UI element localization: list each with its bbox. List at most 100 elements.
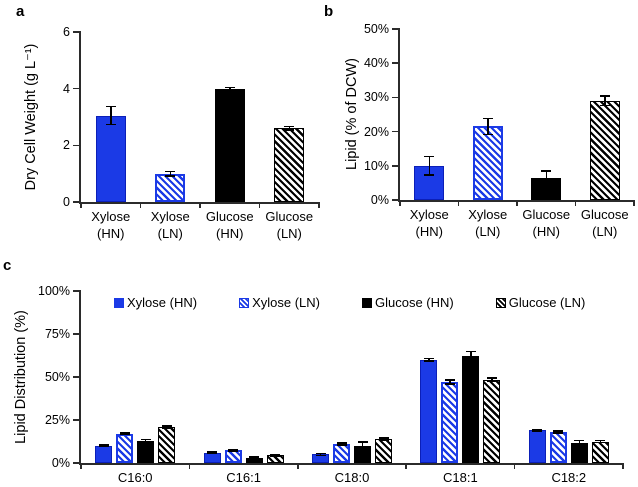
y-tick-label: 6 xyxy=(63,25,70,39)
legend: Xylose (HN) Xylose (LN) Glucose (HN) Glu… xyxy=(114,295,585,310)
bar-xylose-ln- xyxy=(441,382,459,463)
error-bar-cap xyxy=(357,441,368,443)
y-tick xyxy=(73,419,81,421)
bar-glucose-ln- xyxy=(591,441,609,463)
plot-b: 0% 10% 20% 30% 40% 50% Xylose (HN) Xylose (LN) G… xyxy=(364,22,635,239)
error-bar-line xyxy=(536,429,539,432)
panel-label-a: a xyxy=(16,3,25,20)
error-bar-line xyxy=(470,351,472,360)
error-bar-line xyxy=(110,106,112,125)
error-bar-cap xyxy=(553,430,564,432)
error-bar-cap xyxy=(541,170,552,172)
legend-label: Glucose (HN) xyxy=(375,295,454,310)
y-tick xyxy=(392,130,400,133)
x-category-label: Glucose (HN) xyxy=(205,209,254,241)
error-bar-line xyxy=(144,439,147,442)
error-bar-line xyxy=(361,442,364,450)
error-bar-cap xyxy=(574,439,585,442)
error-bar-cap xyxy=(284,129,295,131)
error-bar-line xyxy=(165,425,168,428)
x-category-label: Xylose (LN) xyxy=(150,209,190,241)
error-bar-cap xyxy=(482,133,493,136)
error-bar-cap xyxy=(532,428,543,431)
error-bar-cap xyxy=(553,432,564,434)
x-category-label: Glucose (LN) xyxy=(265,209,314,241)
y-tick xyxy=(392,165,400,167)
error-bar-cap xyxy=(465,358,476,361)
legend-swatch-blue-hatch-icon xyxy=(239,297,250,308)
x-category-label: Glucose (LN) xyxy=(580,207,629,239)
y-tick xyxy=(392,199,400,201)
error-bar-cap xyxy=(423,357,434,360)
y-tick xyxy=(73,333,81,335)
x-tick xyxy=(139,202,142,208)
x-tick xyxy=(633,200,635,206)
error-bar-cap xyxy=(336,442,347,444)
x-tick xyxy=(513,463,516,469)
error-bar-cap xyxy=(119,432,130,434)
x-tick xyxy=(622,463,624,469)
x-tick xyxy=(318,202,320,208)
y-tick-label: 0% xyxy=(370,193,389,207)
bar-glucose-ln- xyxy=(589,100,620,200)
error-bar-cap xyxy=(165,170,176,173)
y-axis-title-b: Lipid (% of DCW) xyxy=(344,58,360,170)
error-bar-cap xyxy=(228,448,239,451)
error-bar-cap xyxy=(599,95,610,97)
error-bar-line xyxy=(604,96,606,106)
bar-xylose-hn- xyxy=(414,165,445,200)
x-category-label: C18:2 xyxy=(551,470,587,485)
y-tick xyxy=(392,28,400,30)
y-tick xyxy=(73,87,81,90)
error-bar-cap xyxy=(270,455,281,457)
bar-xylose-ln- xyxy=(472,126,503,200)
error-bar-cap xyxy=(486,377,497,379)
error-bar-line xyxy=(449,380,451,385)
bar-xylose-ln- xyxy=(333,444,350,463)
error-bar-cap xyxy=(161,425,172,427)
y-tick xyxy=(73,462,81,464)
bar-glucose-ln- xyxy=(375,438,392,463)
y-tick xyxy=(73,144,81,147)
error-bar-cap xyxy=(574,445,585,447)
x-category-label: Xylose (HN) xyxy=(91,209,131,241)
error-bar-cap xyxy=(270,453,281,456)
y-tick-label: 2 xyxy=(63,138,70,153)
x-category-label: Xylose (LN) xyxy=(468,207,508,239)
x-tick xyxy=(574,200,577,206)
legend-item-xylose-ln: Xylose (LN) xyxy=(239,295,320,310)
y-axis-title-c: Lipid Distribution (%) xyxy=(13,310,29,444)
bar-xylose-hn- xyxy=(420,359,438,463)
y-tick-label: 0% xyxy=(51,456,70,470)
legend-swatch-blue-solid-icon xyxy=(114,297,124,308)
x-tick xyxy=(457,200,460,206)
error-bar-cap xyxy=(105,123,116,126)
x-category-label: C18:1 xyxy=(443,470,478,485)
error-bar-cap xyxy=(424,155,435,158)
bar-glucose-hn- xyxy=(462,355,480,463)
legend-item-xylose-hn: Xylose (HN) xyxy=(114,295,197,310)
bar-xylose-hn- xyxy=(528,430,546,463)
x-category-label: C16:0 xyxy=(117,470,153,485)
error-bar-line xyxy=(578,440,581,446)
error-bar-cap xyxy=(423,360,434,362)
error-bar-cap xyxy=(98,444,109,446)
y-tick xyxy=(392,62,400,64)
x-tick xyxy=(516,200,518,206)
error-bar-cap xyxy=(378,437,389,439)
bar-glucose-ln- xyxy=(158,426,176,463)
error-bar-cap xyxy=(465,350,476,353)
y-tick xyxy=(73,290,81,292)
y-tick-label: 50% xyxy=(363,22,389,36)
error-bar-cap xyxy=(119,433,130,436)
y-tick xyxy=(73,201,81,203)
y-tick-label: 20% xyxy=(363,124,389,139)
error-bar-cap xyxy=(599,104,610,107)
bar-xylose-hn- xyxy=(95,115,126,202)
error-bar-cap xyxy=(444,383,455,385)
x-tick xyxy=(258,202,261,208)
bar-xylose-ln- xyxy=(116,433,134,463)
error-bar-cap xyxy=(249,456,260,458)
error-bar-cap xyxy=(315,452,326,455)
error-bar-line xyxy=(382,437,385,440)
